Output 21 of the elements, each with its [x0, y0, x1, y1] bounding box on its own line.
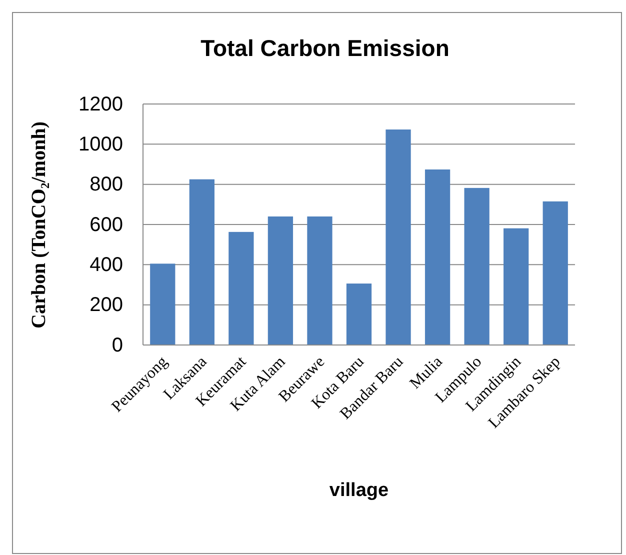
y-tick-label: 200	[90, 294, 123, 316]
y-tick-label: 0	[112, 334, 123, 356]
y-tick-label: 600	[90, 214, 123, 236]
bar	[464, 188, 490, 345]
chart-title: Total Carbon Emission	[200, 35, 450, 61]
bar	[386, 130, 411, 345]
bar	[189, 179, 214, 345]
bar	[268, 216, 294, 345]
y-tick-label: 400	[90, 254, 123, 276]
bar	[424, 169, 450, 345]
bar	[504, 228, 529, 345]
x-axis-title: village	[329, 480, 389, 501]
y-tick-label: 1200	[78, 93, 123, 116]
bar	[542, 201, 568, 345]
y-tick-label: 1000	[78, 134, 123, 156]
y-tick-label: 800	[90, 174, 123, 196]
bar	[307, 216, 332, 345]
bar	[228, 232, 254, 345]
bar	[346, 284, 372, 345]
bar	[150, 264, 176, 345]
y-axis-title: Carbon (TonCO₂/monh)	[28, 122, 50, 328]
